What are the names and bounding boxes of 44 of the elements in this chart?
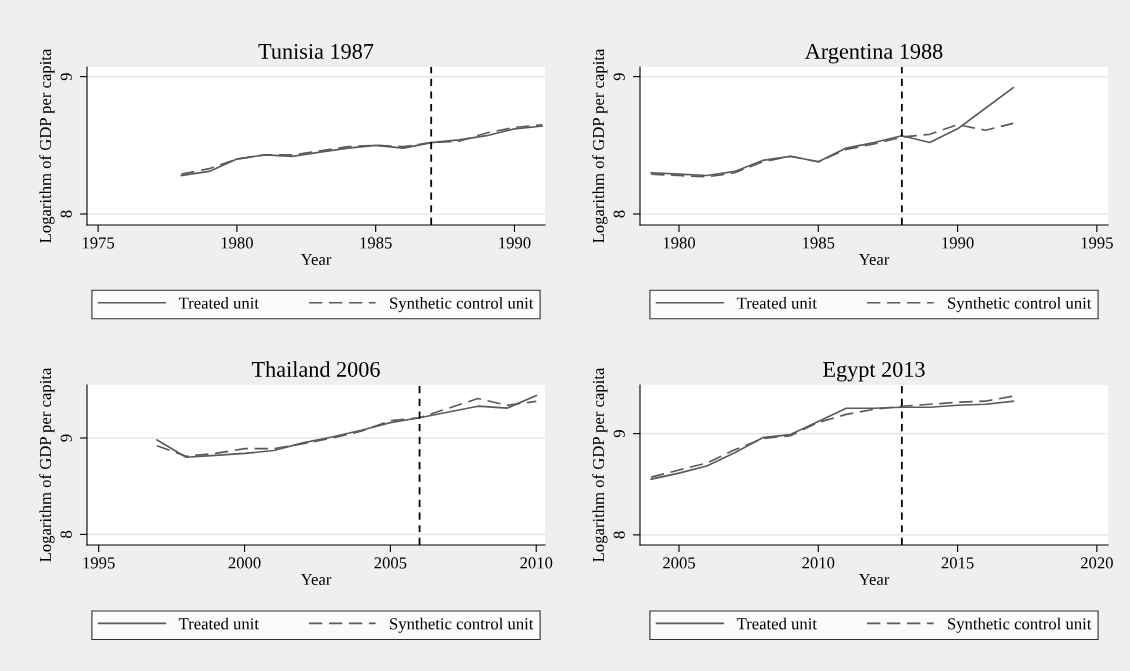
x-tick-label: 1995 — [83, 557, 115, 569]
y-tick-label: 8 — [613, 531, 625, 539]
x-tick-label: 2010 — [802, 557, 835, 569]
y-axis-title: Logarithm of GDP per capita — [592, 367, 608, 562]
legend-label: Synthetic control unit — [390, 617, 534, 633]
x-axis-title: Year — [858, 253, 890, 266]
y-tick-label: 8 — [613, 210, 625, 218]
chart-title: Tunisia 1987 — [258, 43, 374, 59]
y-tick-label: 8 — [60, 530, 72, 538]
x-axis-title: Year — [858, 573, 890, 586]
y-axis-title: Logarithm of GDP per capita — [39, 48, 55, 243]
chart-title: Thailand 2006 — [251, 361, 380, 377]
legend-label: Treated unit — [736, 296, 817, 309]
x-tick-label: 1975 — [82, 237, 115, 249]
chart-title: Egypt 2013 — [823, 361, 925, 382]
chart-title: Argentina 1988 — [804, 43, 943, 64]
x-tick-label: 1980 — [663, 237, 696, 249]
x-tick-label: 2015 — [941, 557, 974, 569]
y-axis-title: Logarithm of GDP per capita — [592, 48, 608, 243]
x-tick-label: 1995 — [1081, 237, 1113, 249]
x-tick-label: 2020 — [1080, 557, 1113, 569]
legend-label: Treated unit — [178, 617, 259, 630]
y-tick-label: 9 — [60, 434, 72, 442]
x-tick-label: 1985 — [360, 237, 392, 249]
legend-label: Treated unit — [736, 617, 817, 630]
y-tick-label: 9 — [613, 73, 625, 81]
y-axis-title: Logarithm of GDP per capita — [39, 367, 55, 562]
x-tick-label: 1990 — [499, 237, 531, 249]
x-axis-title: Year — [300, 253, 332, 266]
legend-label: Synthetic control unit — [948, 617, 1092, 633]
y-tick-label: 8 — [60, 210, 72, 218]
y-tick-label: 9 — [613, 430, 625, 438]
x-tick-label: 1990 — [942, 237, 974, 249]
x-tick-label: 2005 — [374, 557, 407, 569]
x-axis-title: Year — [300, 573, 332, 586]
x-tick-label: 1980 — [221, 237, 253, 249]
legend-label: Treated unit — [178, 296, 259, 309]
y-tick-label: 9 — [60, 73, 72, 81]
x-tick-label: 2000 — [228, 557, 261, 569]
legend-label: Synthetic control unit — [948, 296, 1092, 313]
x-tick-label: 1985 — [803, 237, 835, 249]
x-tick-label: 2005 — [663, 557, 696, 569]
legend-label: Synthetic control unit — [390, 296, 534, 313]
x-tick-label: 2010 — [520, 557, 553, 569]
